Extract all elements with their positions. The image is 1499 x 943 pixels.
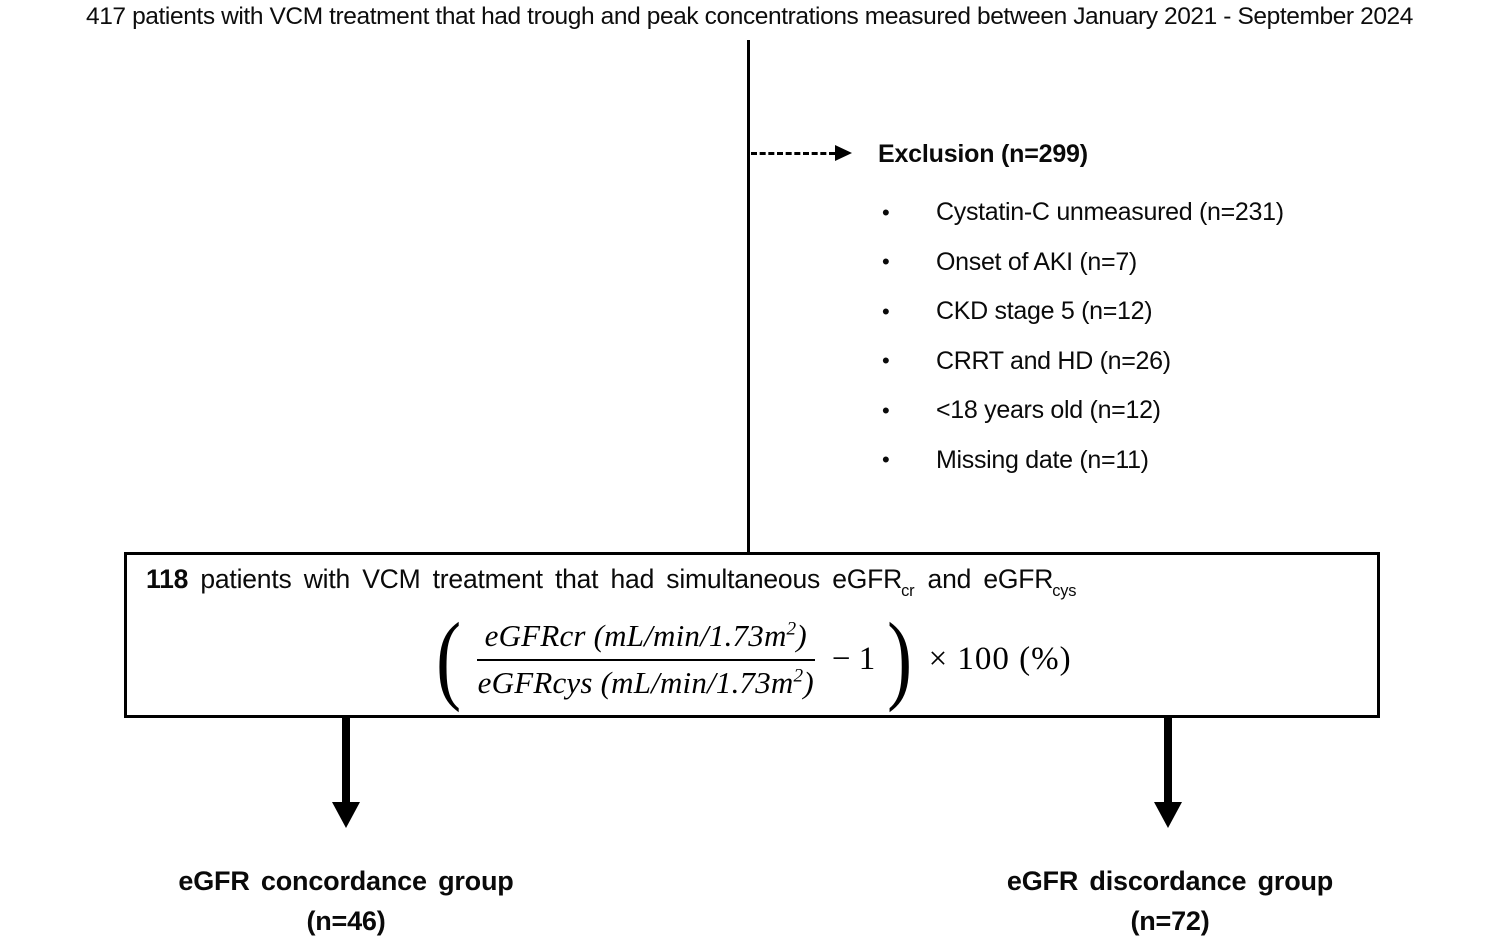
exclusion-list: • Cystatin-C unmeasured (n=231) • Onset … bbox=[878, 188, 1284, 485]
open-paren: ( bbox=[436, 601, 462, 713]
exclusion-item-label: CRRT and HD (n=26) bbox=[936, 346, 1171, 375]
discordance-group-name: eGFR discordance group bbox=[1006, 866, 1334, 896]
discordance-group-label: eGFR discordance group (n=72) bbox=[960, 861, 1380, 941]
egfr-discordance-formula: ( eGFRcr (mL/min/1.73m2) eGFRcys (mL/min… bbox=[127, 603, 1377, 715]
inclusion-box: 118 patients with VCM treatment that had… bbox=[124, 552, 1380, 718]
exclusion-block: Exclusion (n=299) • Cystatin-C unmeasure… bbox=[878, 140, 1284, 485]
concordance-group-n: (n=46) bbox=[306, 906, 386, 936]
bullet-icon: • bbox=[882, 199, 890, 225]
exclusion-item-label: Onset of AKI (n=7) bbox=[936, 247, 1137, 276]
top-population-text: 417 patients with VCM treatment that had… bbox=[85, 3, 1413, 30]
down-arrow-right-shaft bbox=[1164, 718, 1172, 804]
patient-count: 118 bbox=[146, 564, 189, 594]
discordance-group-n: (n=72) bbox=[1130, 906, 1210, 936]
inclusion-box-text: 118 patients with VCM treatment that had… bbox=[146, 564, 1077, 601]
inclusion-text: patients with VCM treatment that had sim… bbox=[200, 564, 821, 594]
bullet-icon: • bbox=[882, 298, 890, 324]
and-word: and bbox=[927, 564, 972, 594]
exclusion-item-label: <18 years old (n=12) bbox=[936, 396, 1161, 425]
down-arrow-left-head-icon bbox=[332, 802, 360, 828]
egfr-cr-term: eGFRcr bbox=[832, 564, 915, 601]
formula-denominator: eGFRcys (mL/min/1.73m2) bbox=[477, 664, 814, 700]
exclusion-item-label: CKD stage 5 (n=12) bbox=[936, 297, 1153, 326]
egfr-cys-term: eGFRcys bbox=[983, 564, 1077, 601]
exclusion-item-label: Missing date (n=11) bbox=[936, 445, 1149, 474]
formula-numerator: eGFRcr (mL/min/1.73m2) bbox=[476, 618, 815, 661]
times-100-term: × 100 (%) bbox=[928, 640, 1072, 677]
bullet-icon: • bbox=[882, 348, 890, 374]
bullet-icon: • bbox=[882, 249, 890, 275]
exclusion-title: Exclusion (n=299) bbox=[878, 140, 1088, 168]
down-arrow-left-shaft bbox=[342, 718, 350, 804]
exclusion-item: • Onset of AKI (n=7) bbox=[878, 238, 1284, 288]
concordance-group-name: eGFR concordance group bbox=[178, 866, 514, 896]
exclusion-arrowhead-icon bbox=[835, 145, 852, 161]
exclusion-item: • <18 years old (n=12) bbox=[878, 386, 1284, 436]
bullet-icon: • bbox=[882, 397, 890, 423]
close-paren: ) bbox=[887, 601, 913, 713]
exclusion-item-label: Cystatin-C unmeasured (n=231) bbox=[936, 198, 1284, 227]
exclusion-dashed-line bbox=[751, 152, 835, 155]
exclusion-item: • CKD stage 5 (n=12) bbox=[878, 287, 1284, 337]
exclusion-item: • CRRT and HD (n=26) bbox=[878, 337, 1284, 387]
fraction: eGFRcr (mL/min/1.73m2) eGFRcys (mL/min/1… bbox=[470, 618, 822, 701]
vertical-flow-line bbox=[747, 40, 750, 553]
down-arrow-right-head-icon bbox=[1154, 802, 1182, 828]
bullet-icon: • bbox=[882, 447, 890, 473]
concordance-group-label: eGFR concordance group (n=46) bbox=[136, 861, 556, 941]
exclusion-item: • Cystatin-C unmeasured (n=231) bbox=[878, 188, 1284, 238]
exclusion-item: • Missing date (n=11) bbox=[878, 436, 1284, 486]
minus-one-term: − 1 bbox=[831, 640, 876, 677]
